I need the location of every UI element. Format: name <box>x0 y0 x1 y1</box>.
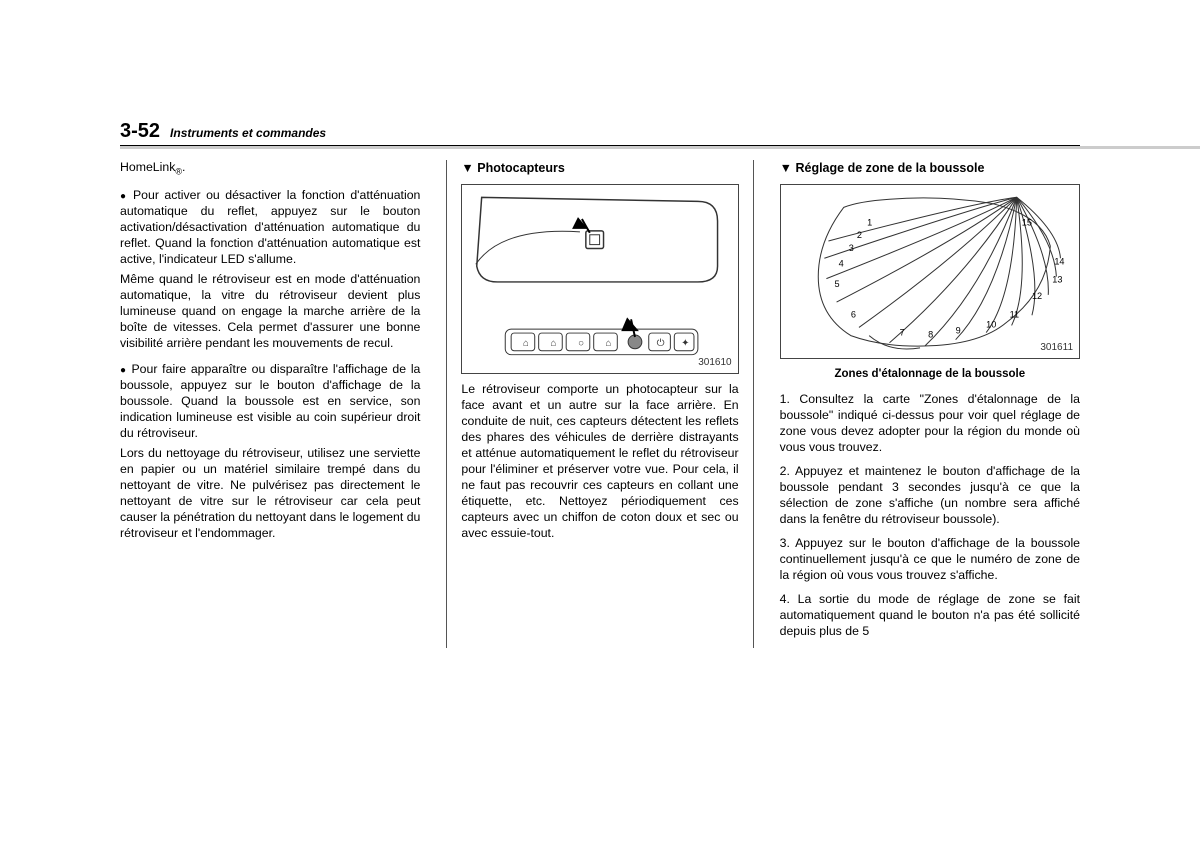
zone-label-6: 6 <box>850 310 855 320</box>
zone-label-10: 10 <box>986 320 996 330</box>
zone-label-14: 14 <box>1054 257 1064 267</box>
svg-text:⌂: ⌂ <box>551 338 557 349</box>
page-number: 3-52 <box>120 120 160 143</box>
text-columns: HomeLink®. Pour activer ou désactiver la… <box>120 160 1080 648</box>
svg-text:○: ○ <box>578 338 584 349</box>
figure-id-1: 301610 <box>698 356 731 369</box>
mirror-figure: ⌂ ⌂ ○ ⌂ ⏻ ✦ 301610 <box>461 184 738 374</box>
photocaptor-heading: Photocapteurs <box>461 160 738 176</box>
column-2: Photocapteurs <box>446 160 753 648</box>
photocaptor-body: Le rétroviseur comporte un photocapteur … <box>461 382 738 542</box>
zone-map-svg: 123456789101112131415 <box>781 185 1079 358</box>
svg-text:⏻: ⏻ <box>657 338 665 349</box>
zone-label-13: 13 <box>1052 275 1062 285</box>
homelink-line: HomeLink®. <box>120 160 420 178</box>
zone-label-7: 7 <box>899 328 904 338</box>
mirror-svg: ⌂ ⌂ ○ ⌂ ⏻ ✦ <box>462 185 737 373</box>
zone-label-1: 1 <box>867 218 872 228</box>
zone-label-11: 11 <box>1009 310 1019 320</box>
svg-text:⌂: ⌂ <box>523 338 529 349</box>
zone-heading: Réglage de zone de la boussole <box>780 160 1080 176</box>
homelink-text: HomeLink <box>120 160 175 174</box>
zone-label-12: 12 <box>1032 291 1042 301</box>
step-3: 3. Appuyez sur le bouton d'affichage de … <box>780 536 1080 584</box>
zone-label-5: 5 <box>834 279 839 289</box>
zone-label-15: 15 <box>1021 218 1031 228</box>
header-rule <box>120 146 1200 149</box>
cleaning-note: Lors du nettoyage du rétroviseur, utilis… <box>120 446 420 542</box>
column-3: Réglage de zone de la boussole <box>774 160 1080 648</box>
step-2: 2. Appuyez et maintenez le bouton d'affi… <box>780 464 1080 528</box>
zone-label-2: 2 <box>857 230 862 240</box>
registered-mark: ® <box>175 166 182 176</box>
manual-page: 3-52 Instruments et commandes HomeLink®.… <box>0 0 1200 688</box>
reverse-note: Même quand le rétroviseur est en mode d'… <box>120 272 420 352</box>
zone-label-8: 8 <box>928 330 933 340</box>
zone-label-3: 3 <box>848 243 853 253</box>
column-1: HomeLink®. Pour activer ou désactiver la… <box>120 160 426 648</box>
step-1: 1. Consultez la carte "Zones d'étalonnag… <box>780 392 1080 456</box>
chapter-title: Instruments et commandes <box>170 126 326 140</box>
zone-caption: Zones d'étalonnage de la boussole <box>780 367 1080 382</box>
page-header: 3-52 Instruments et commandes <box>120 120 1080 146</box>
bullet-dimming: Pour activer ou désactiver la fonction d… <box>120 188 420 268</box>
zone-label-4: 4 <box>838 259 843 269</box>
bullet-compass: Pour faire apparaître ou disparaître l'a… <box>120 362 420 442</box>
figure-id-2: 301611 <box>1040 341 1073 354</box>
svg-text:⌂: ⌂ <box>606 338 612 349</box>
step-4: 4. La sortie du mode de réglage de zone … <box>780 592 1080 640</box>
svg-text:✦: ✦ <box>682 338 690 349</box>
zone-map-figure: 123456789101112131415 301611 <box>780 184 1080 359</box>
zone-label-9: 9 <box>955 326 960 336</box>
